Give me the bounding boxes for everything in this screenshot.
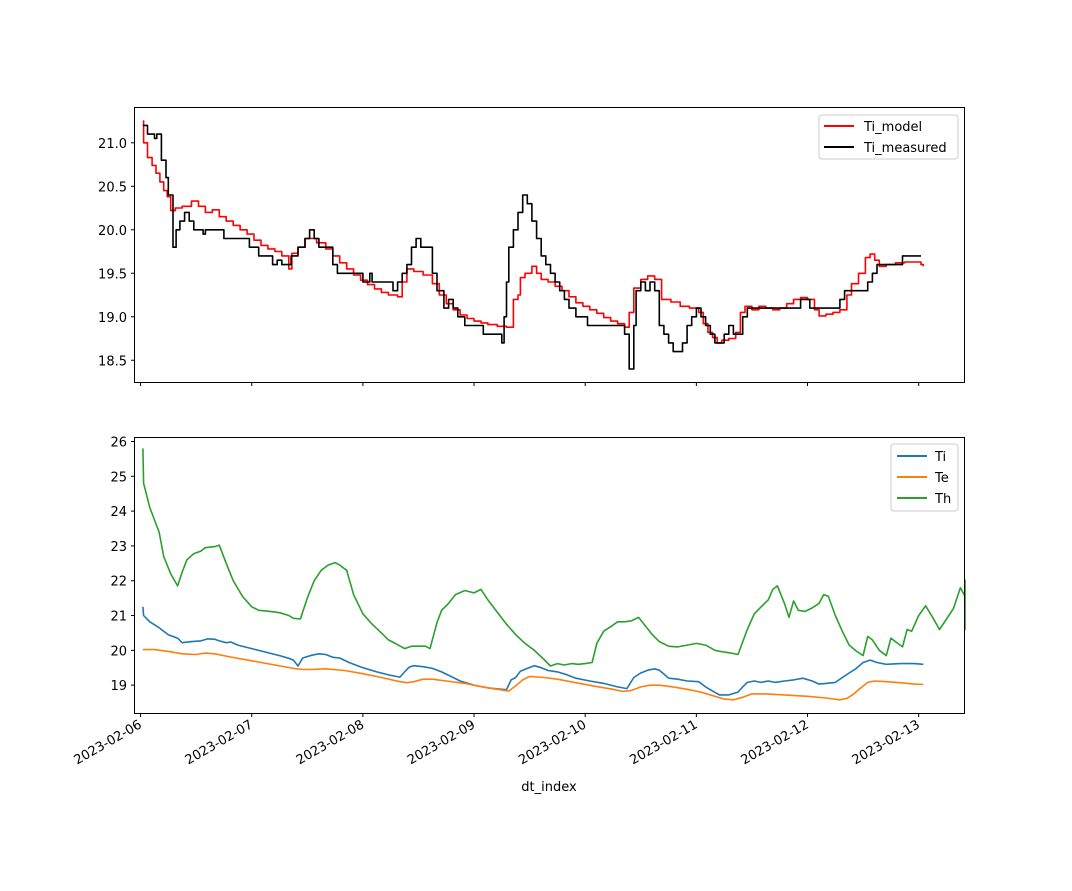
top-chart-y-ticks: 18.5 19.0 19.5 20.0 20.5 21.0 [98, 137, 135, 369]
y-tick-label: 19.5 [98, 267, 127, 282]
y-tick-label: 24 [110, 505, 127, 520]
top-chart: 18.5 19.0 19.5 20.0 20.5 21.0 Ti_model Ti_mea… [98, 107, 965, 386]
y-tick-label: 19 [110, 679, 127, 694]
y-tick-label: 26 [110, 435, 127, 450]
top-chart-legend: Ti_model Ti_measured [818, 114, 959, 160]
y-tick-label: 20.5 [98, 180, 127, 195]
y-tick-label: 23 [110, 540, 127, 555]
bottom-chart-series [142, 448, 966, 701]
y-tick-label: 20.0 [98, 224, 127, 239]
series-line-ti-model [142, 120, 925, 344]
legend-label-te: Te [934, 471, 949, 486]
y-tick-label: 19.0 [98, 311, 127, 326]
series-line-ti-measured [142, 124, 921, 370]
x-axis-label: dt_index [521, 780, 577, 795]
top-chart-frame [134, 107, 965, 383]
series-line-ti [142, 606, 924, 696]
series-line-te [142, 648, 924, 701]
y-tick-label: 22 [110, 575, 127, 590]
y-tick-label: 21 [110, 610, 127, 625]
bottom-chart-legend: Ti Te Th [890, 443, 959, 512]
legend-label-ti-measured: Ti_measured [863, 141, 947, 156]
legend-label-ti-model: Ti_model [863, 120, 922, 135]
bottom-chart-frame [134, 437, 965, 714]
series-line-th [142, 448, 966, 667]
legend-label-th: Th [934, 492, 951, 507]
top-chart-series [142, 120, 925, 370]
y-tick-label: 20 [110, 644, 127, 659]
y-tick-label: 25 [110, 470, 127, 485]
legend-label-ti: Ti [934, 450, 946, 465]
top-chart-x-ticks [140, 382, 920, 386]
bottom-chart-y-ticks: 19 20 21 22 23 24 25 26 [110, 435, 135, 694]
y-tick-label: 18.5 [98, 354, 127, 369]
y-tick-label: 21.0 [98, 137, 127, 152]
